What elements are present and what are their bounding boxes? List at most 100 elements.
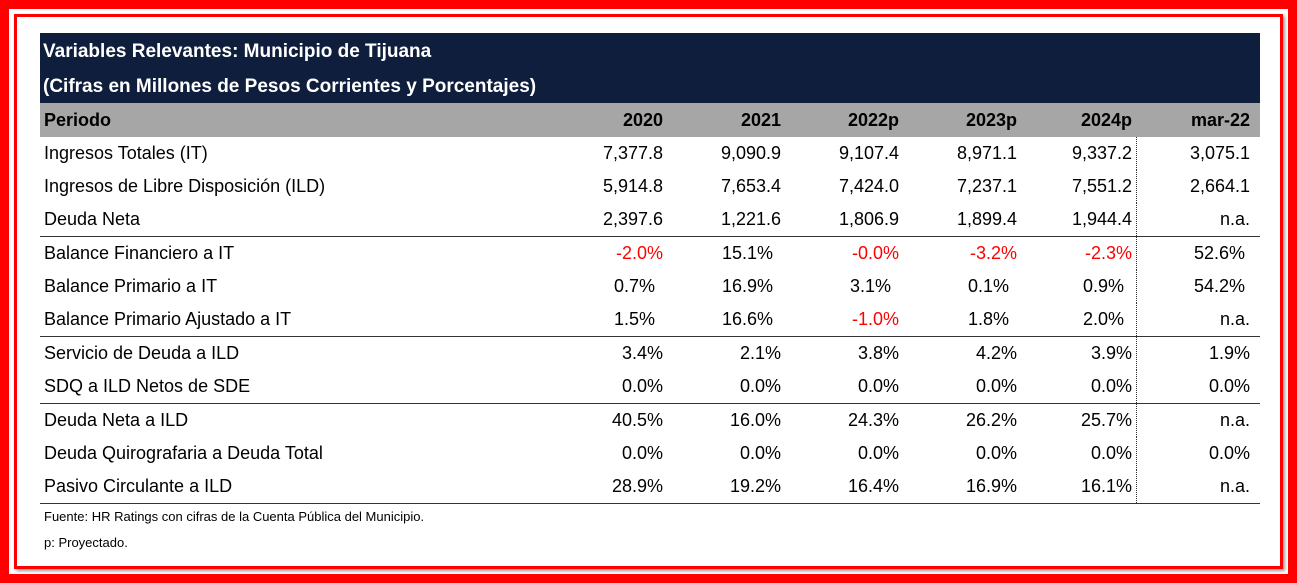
- row-value: 9,107.4: [838, 143, 899, 163]
- row-label: Ingresos de Libre Disposición (ILD): [44, 176, 326, 196]
- header-cell: 2023p: [965, 110, 1017, 130]
- row-value: 0.0%: [975, 376, 1017, 396]
- row-value: 1,944.4: [1017, 203, 1137, 236]
- row-value: 0.0%: [1208, 443, 1250, 463]
- row-value: 1,806.9: [838, 209, 899, 229]
- row-value: 28.9%: [611, 476, 663, 496]
- row-value: 25.7%: [1017, 404, 1137, 437]
- row-label: Balance Primario a IT: [44, 276, 218, 296]
- header-row: Periodo 2020 2021 2022p 2023p 2024p mar-…: [40, 103, 1260, 137]
- table-row: Deuda Neta a ILD 40.5% 16.0% 24.3% 26.2% 25.7…: [40, 404, 1260, 437]
- row-value: -2.0%: [615, 243, 663, 263]
- row-value: 16.9%: [965, 476, 1017, 496]
- row-value: 16.0%: [729, 410, 781, 430]
- row-value: 52.6%: [1193, 243, 1245, 263]
- row-label: Deuda Neta a ILD: [44, 410, 189, 430]
- row-label: Balance Primario Ajustado a IT: [44, 309, 292, 329]
- variables-table: Variables Relevantes: Municipio de Tijua…: [40, 33, 1260, 504]
- row-value: n.a.: [1219, 309, 1250, 329]
- header-cell: 2020: [622, 110, 663, 130]
- row-value: 40.5%: [611, 410, 663, 430]
- table-row: Pasivo Circulante a ILD 28.9% 19.2% 16.4% 16…: [40, 470, 1260, 504]
- table-row: Ingresos Totales (IT) 7,377.8 9,090.9 9,107…: [40, 137, 1260, 170]
- header-cell: 2024p: [1080, 110, 1132, 130]
- table-row: Servicio de Deuda a ILD 3.4% 2.1% 3.8% 4.2% 3…: [40, 337, 1260, 370]
- header-cell: Periodo: [44, 110, 112, 130]
- header-cell: 2022p: [847, 110, 899, 130]
- row-value: 2,397.6: [602, 209, 663, 229]
- row-value: 0.0%: [1208, 376, 1250, 396]
- row-value: 1.9%: [1208, 343, 1250, 363]
- row-value: 3.4%: [621, 343, 663, 363]
- row-value: 1.5%: [613, 309, 655, 329]
- row-label: Deuda Quirografaria a Deuda Total: [44, 443, 323, 463]
- row-value: 8,971.1: [956, 143, 1017, 163]
- row-value: 3.9%: [1017, 337, 1137, 370]
- row-value: 3.8%: [857, 343, 899, 363]
- row-label: SDQ a ILD Netos de SDE: [44, 376, 251, 396]
- row-value: 16.4%: [847, 476, 899, 496]
- row-value: -2.3%: [1017, 237, 1137, 270]
- row-value: 16.1%: [1017, 470, 1137, 503]
- header-cell: mar-22: [1190, 110, 1250, 130]
- table-row: Ingresos de Libre Disposición (ILD) 5,914…: [40, 170, 1260, 203]
- table-row: Balance Financiero a IT -2.0% 15.1% -0.0% -3…: [40, 237, 1260, 270]
- row-value: 7,424.0: [838, 176, 899, 196]
- row-value: 7,377.8: [602, 143, 663, 163]
- table-row: Balance Primario Ajustado a IT 1.5% 16.6% -…: [40, 303, 1260, 337]
- table-row: Deuda Quirografaria a Deuda Total 0.0% 0.0…: [40, 437, 1260, 470]
- footnote-projected: p: Proyectado.: [44, 535, 128, 550]
- row-value: 0.0%: [621, 376, 663, 396]
- row-value: 3,075.1: [1189, 143, 1250, 163]
- row-label: Balance Financiero a IT: [44, 243, 235, 263]
- row-label: Deuda Neta: [44, 209, 141, 229]
- row-value: 19.2%: [729, 476, 781, 496]
- row-value: 9,337.2: [1017, 137, 1137, 170]
- table-body: Ingresos Totales (IT) 7,377.8 9,090.9 9,107…: [40, 137, 1260, 504]
- row-value: 1,899.4: [956, 209, 1017, 229]
- row-value: 3.1%: [849, 276, 891, 296]
- row-value: 5,914.8: [602, 176, 663, 196]
- row-value: -3.2%: [969, 243, 1017, 263]
- red-frame-inner: [14, 14, 1283, 569]
- row-value: 16.6%: [721, 309, 773, 329]
- row-value: 0.0%: [621, 443, 663, 463]
- row-value: 1,221.6: [720, 209, 781, 229]
- row-value: n.a.: [1219, 476, 1250, 496]
- row-label: Servicio de Deuda a ILD: [44, 343, 240, 363]
- row-value: 26.2%: [965, 410, 1017, 430]
- row-value: n.a.: [1219, 209, 1250, 229]
- row-value: 0.0%: [1017, 370, 1137, 403]
- row-value: 1.8%: [967, 309, 1009, 329]
- row-value: 7,551.2: [1017, 170, 1137, 203]
- title-line-1: Variables Relevantes: Municipio de Tijua…: [43, 41, 432, 62]
- row-value: 7,237.1: [956, 176, 1017, 196]
- row-label: Pasivo Circulante a ILD: [44, 476, 233, 496]
- row-value: 16.9%: [721, 276, 773, 296]
- title-line-2: (Cifras en Millones de Pesos Corrientes …: [43, 76, 537, 97]
- row-value: 9,090.9: [720, 143, 781, 163]
- row-value: 24.3%: [847, 410, 899, 430]
- row-value: 0.1%: [967, 276, 1009, 296]
- table-title: Variables Relevantes: Municipio de Tijua…: [40, 33, 1260, 103]
- row-value: 2.0%: [1017, 303, 1137, 336]
- row-value: 54.2%: [1193, 276, 1245, 296]
- row-value: 2,664.1: [1189, 176, 1250, 196]
- row-value: 15.1%: [721, 243, 773, 263]
- table-row: Balance Primario a IT 0.7% 16.9% 3.1% 0.1% 0.…: [40, 270, 1260, 303]
- row-value: n.a.: [1219, 410, 1250, 430]
- row-value: 0.0%: [739, 376, 781, 396]
- table-row: SDQ a ILD Netos de SDE 0.0% 0.0% 0.0% 0.0% 0.…: [40, 370, 1260, 404]
- table-row: Deuda Neta 2,397.6 1,221.6 1,806.9 1,899.4 1,…: [40, 203, 1260, 237]
- row-value: -1.0%: [851, 309, 899, 329]
- row-value: 0.7%: [613, 276, 655, 296]
- row-value: 0.0%: [1017, 437, 1137, 470]
- header-cell: 2021: [740, 110, 781, 130]
- footnote-source: Fuente: HR Ratings con cifras de la Cuen…: [44, 509, 425, 524]
- row-value: 2.1%: [739, 343, 781, 363]
- row-value: -0.0%: [851, 243, 899, 263]
- row-value: 7,653.4: [720, 176, 781, 196]
- row-value: 0.0%: [857, 376, 899, 396]
- row-label: Ingresos Totales (IT): [44, 143, 208, 163]
